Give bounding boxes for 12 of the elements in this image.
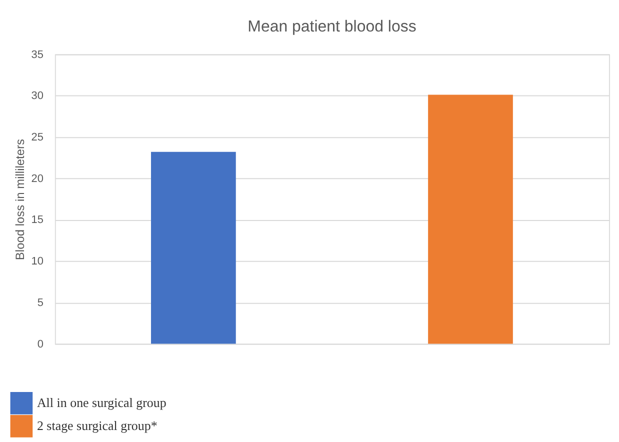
- y-tick-label: 25: [31, 131, 44, 144]
- y-tick-label: 10: [31, 256, 44, 268]
- y-axis-title: Blood loss in millileters: [13, 138, 28, 260]
- legend-label: All in one surgical group: [36, 395, 166, 410]
- y-tick-label: 15: [31, 214, 44, 226]
- y-tick-label: 35: [31, 48, 44, 61]
- chart-title: Mean patient blood loss: [248, 18, 416, 36]
- y-tick-label: 5: [37, 296, 44, 309]
- y-tick-label: 0: [37, 338, 44, 350]
- legend-label: 2 stage surgical group*: [36, 418, 158, 434]
- y-tick-label: 30: [31, 90, 44, 102]
- y-tick-label: 20: [31, 172, 44, 185]
